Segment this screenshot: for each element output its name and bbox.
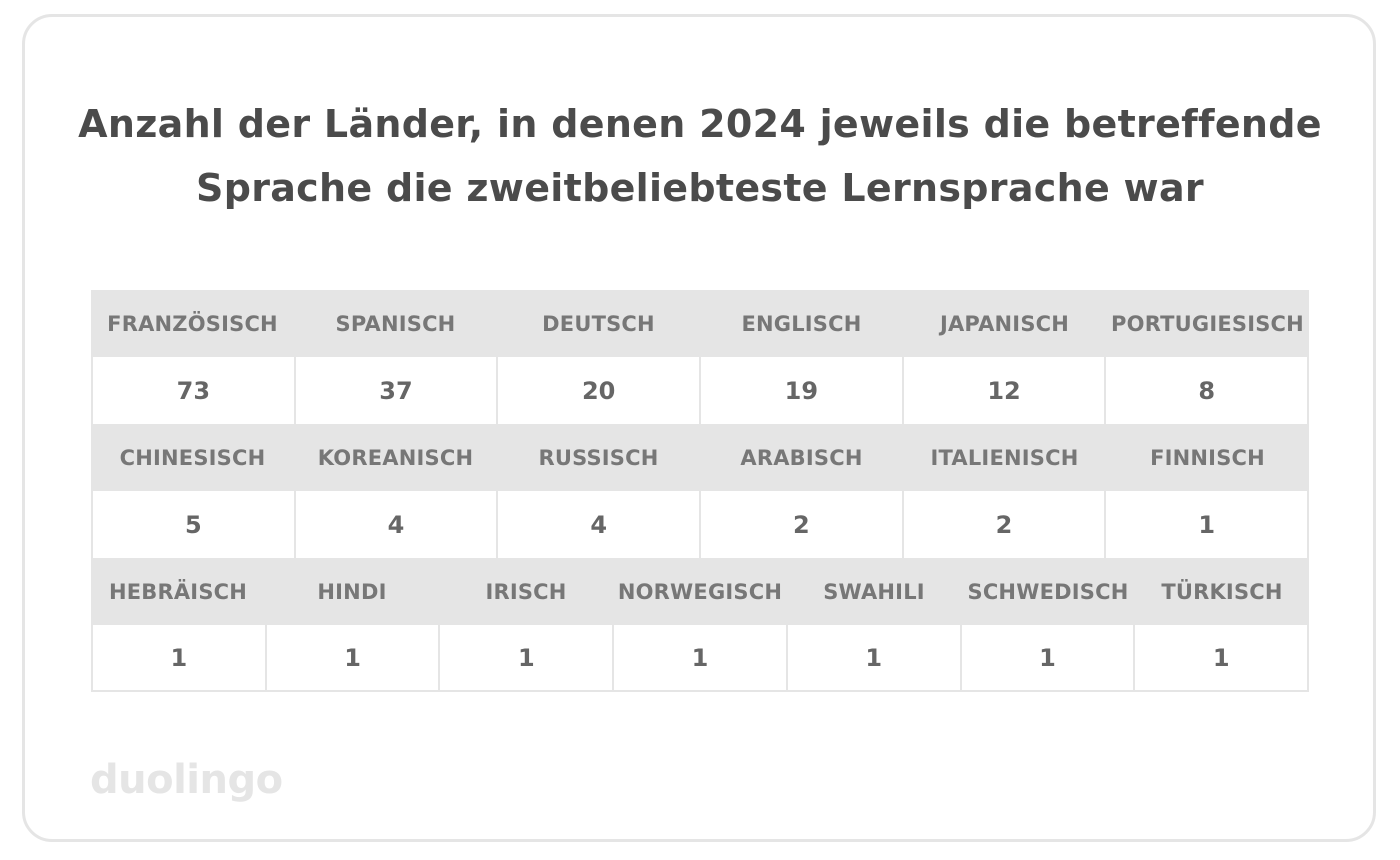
language-label: ENGLISCH (741, 311, 862, 336)
country-count-value: 1 (93, 625, 267, 690)
language-label: TÜRKISCH (1161, 579, 1283, 604)
table-value-row: 73 37 20 19 12 8 (91, 357, 1309, 424)
country-count-value: 8 (1198, 376, 1216, 405)
duolingo-logo: duolingo (90, 757, 283, 803)
language-label: IRISCH (485, 579, 567, 604)
chart-title: Anzahl der Länder, in denen 2024 jeweils… (0, 92, 1400, 220)
language-label: HINDI (317, 579, 387, 604)
country-count-value: 19 (701, 357, 904, 424)
language-label: KOREANISCH (317, 445, 474, 470)
language-label: FINNISCH (1150, 445, 1265, 470)
country-count-value: 2 (904, 491, 1107, 558)
country-count-value: 20 (498, 357, 702, 424)
language-label: ITALIENISCH (930, 445, 1079, 470)
country-count-value: 1 (962, 625, 1136, 690)
country-count-value: 73 (93, 357, 296, 424)
country-count-value: 1 (267, 625, 441, 690)
country-count-value: 2 (701, 491, 904, 558)
language-table: FRANZÖSISCH SPANISCH DEUTSCH ENGLISCH JAPANI… (91, 290, 1309, 692)
language-label: PORTUGIESISCH (1111, 311, 1304, 336)
language-label: SWAHILI (823, 579, 925, 604)
table-header-row: HEBRÄISCH HINDI IRISCH NORWEGISCH SWAHILI SCH… (91, 558, 1309, 625)
chart-title-line-1: Anzahl der Länder, in denen 2024 jeweils… (78, 102, 1322, 146)
country-count-value: 5 (93, 491, 296, 558)
language-label: DEUTSCH (542, 311, 655, 336)
country-count-value: 1 (788, 625, 962, 690)
language-label: HEBRÄISCH (108, 579, 248, 604)
language-label: NORWEGISCH (617, 579, 783, 604)
language-label: RUSSISCH (538, 445, 659, 470)
language-label: CHINESISCH (119, 445, 266, 470)
country-count-value: 1 (1198, 510, 1216, 539)
language-label: SPANISCH (335, 311, 456, 336)
country-count-value: 37 (296, 357, 499, 424)
table-header-row: FRANZÖSISCH SPANISCH DEUTSCH ENGLISCH JAPANI… (91, 290, 1309, 357)
country-count-value: 12 (904, 357, 1107, 424)
table-header-row: CHINESISCH KOREANISCH RUSSISCH ARABISCH ITAL… (91, 424, 1309, 491)
language-label: JAPANISCH (939, 311, 1070, 336)
chart-title-line-2: Sprache die zweitbeliebteste Lernsprache… (196, 166, 1204, 210)
country-count-value: 1 (614, 625, 788, 690)
language-label: ARABISCH (740, 445, 863, 470)
country-count-value: 1 (1212, 643, 1230, 672)
country-count-value: 4 (296, 491, 499, 558)
language-label: FRANZÖSISCH (107, 311, 278, 336)
country-count-value: 1 (440, 625, 615, 690)
language-label: SCHWEDISCH (967, 579, 1129, 604)
country-count-value: 4 (498, 491, 702, 558)
